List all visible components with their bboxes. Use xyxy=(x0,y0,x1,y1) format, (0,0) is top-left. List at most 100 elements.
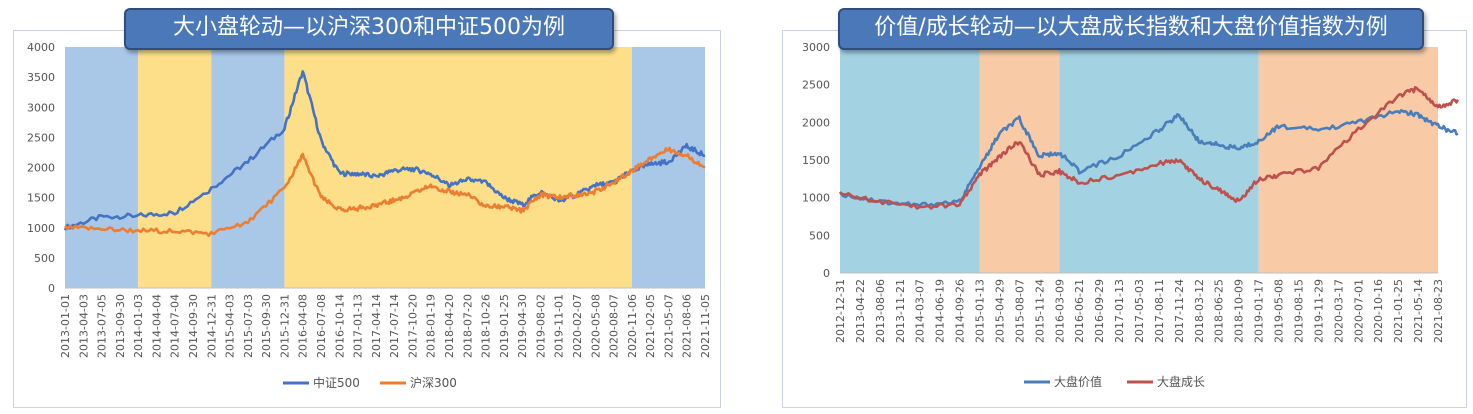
x-tick-label: 2017-10-20 xyxy=(406,294,419,358)
x-tick-label: 2014-12-31 xyxy=(205,294,218,358)
x-tick-label: 2013-07-05 xyxy=(96,294,109,358)
chart-title-size-rotation: 大小盘轮动—以沪深300和中证500为例 xyxy=(124,8,614,50)
x-tick-label: 2021-05-14 xyxy=(1412,279,1425,343)
x-tick-label: 2014-09-30 xyxy=(187,294,200,358)
x-tick-label: 2016-04-08 xyxy=(297,294,310,358)
y-tick-label: 4000 xyxy=(27,41,55,54)
x-tick-label: 2017-01-13 xyxy=(1113,279,1126,343)
y-tick-label: 3000 xyxy=(27,101,55,114)
y-tick-label: 3500 xyxy=(27,71,55,84)
x-tick-label: 2017-11-24 xyxy=(1173,279,1186,343)
legend-label: 中证500 xyxy=(313,375,360,390)
regime-band xyxy=(138,47,212,288)
x-tick-label: 2021-05-07 xyxy=(662,294,675,358)
x-tick-label: 2019-11-29 xyxy=(1312,279,1325,343)
regime-band xyxy=(979,47,1060,273)
x-tick-label: 2021-02-05 xyxy=(644,294,657,358)
x-tick-label: 2016-03-09 xyxy=(1053,279,1066,343)
x-tick-label: 2019-11-01 xyxy=(553,294,566,358)
x-tick-label: 2013-04-22 xyxy=(854,279,867,343)
x-tick-label: 2012-12-31 xyxy=(834,279,847,343)
y-tick-label: 2500 xyxy=(802,79,830,92)
y-tick-label: 2000 xyxy=(802,116,830,129)
regime-band xyxy=(1258,47,1438,273)
regime-band xyxy=(1059,47,1259,273)
x-tick-label: 2019-08-02 xyxy=(534,294,547,358)
x-tick-label: 2016-10-14 xyxy=(333,294,346,358)
y-tick-label: 500 xyxy=(809,229,830,242)
x-tick-label: 2013-04-03 xyxy=(77,294,90,358)
legend-label: 大盘价值 xyxy=(1054,374,1102,389)
x-tick-label: 2015-11-24 xyxy=(1033,279,1046,343)
x-tick-label: 2014-04-04 xyxy=(150,294,163,358)
x-tick-label: 2017-01-13 xyxy=(352,294,365,358)
legend-label: 大盘成长 xyxy=(1157,374,1205,389)
x-tick-label: 2019-05-08 xyxy=(1273,279,1286,343)
x-tick-label: 2015-12-31 xyxy=(278,294,291,358)
y-tick-label: 1500 xyxy=(27,192,55,205)
x-tick-label: 2021-11-05 xyxy=(699,294,712,358)
legend-label: 沪深300 xyxy=(410,376,457,390)
series-line-2 xyxy=(839,86,1460,210)
y-tick-label: 3000 xyxy=(802,41,830,54)
x-tick-label: 2015-04-03 xyxy=(224,294,237,358)
x-tick-label: 2020-02-07 xyxy=(571,294,584,358)
x-tick-label: 2020-05-08 xyxy=(589,294,602,358)
x-tick-label: 2015-07-03 xyxy=(242,294,255,358)
x-tick-label: 2015-01-13 xyxy=(974,279,987,343)
x-tick-label: 2014-09-26 xyxy=(954,279,967,343)
x-tick-label: 2020-07-01 xyxy=(1352,279,1365,343)
regime-band xyxy=(65,47,139,288)
x-tick-label: 2013-01-01 xyxy=(59,294,72,358)
y-tick-label: 500 xyxy=(34,252,55,265)
x-tick-label: 2013-09-30 xyxy=(114,294,127,358)
x-tick-label: 2019-08-15 xyxy=(1292,279,1305,343)
y-tick-label: 0 xyxy=(823,267,830,280)
x-tick-label: 2013-11-21 xyxy=(894,279,907,343)
x-tick-label: 2018-07-20 xyxy=(461,294,474,358)
y-tick-label: 2000 xyxy=(27,162,55,175)
x-tick-label: 2016-09-29 xyxy=(1093,279,1106,343)
x-tick-label: 2018-10-26 xyxy=(480,294,493,358)
x-tick-label: 2020-10-16 xyxy=(1372,279,1385,343)
y-tick-label: 0 xyxy=(48,282,55,295)
series-line-1 xyxy=(838,109,1459,208)
x-tick-label: 2015-08-07 xyxy=(1013,279,1026,343)
x-tick-label: 2016-07-08 xyxy=(315,294,328,358)
x-tick-label: 2015-04-29 xyxy=(993,279,1006,343)
x-tick-label: 2014-06-19 xyxy=(934,279,947,343)
x-tick-label: 2019-01-17 xyxy=(1253,279,1266,343)
regime-band xyxy=(211,47,285,288)
x-tick-label: 2017-07-14 xyxy=(388,294,401,358)
x-tick-label: 2017-04-14 xyxy=(370,294,383,358)
x-tick-label: 2021-08-06 xyxy=(681,294,694,358)
x-tick-label: 2021-08-23 xyxy=(1432,279,1445,343)
x-tick-label: 2020-11-06 xyxy=(626,294,639,358)
x-tick-label: 2013-08-06 xyxy=(874,279,887,343)
x-tick-label: 2014-03-07 xyxy=(914,279,927,343)
series-line-2 xyxy=(64,146,706,238)
x-tick-label: 2019-01-25 xyxy=(498,294,511,358)
x-tick-label: 2019-04-30 xyxy=(516,294,529,358)
regime-band xyxy=(284,47,632,288)
chart-title-style-rotation: 价值/成长轮动—以大盘成长指数和大盘价值指数为例 xyxy=(838,8,1424,50)
y-tick-label: 1000 xyxy=(27,222,55,235)
x-tick-label: 2014-01-03 xyxy=(132,294,145,358)
x-tick-label: 2016-06-21 xyxy=(1073,279,1086,343)
x-tick-label: 2017-08-11 xyxy=(1153,279,1166,343)
x-tick-label: 2018-03-12 xyxy=(1193,279,1206,343)
x-tick-label: 2015-09-30 xyxy=(260,294,273,358)
y-tick-label: 2500 xyxy=(27,131,55,144)
x-tick-label: 2020-08-07 xyxy=(608,294,621,358)
y-tick-label: 1000 xyxy=(802,192,830,205)
x-tick-label: 2014-07-04 xyxy=(169,294,182,358)
x-tick-label: 2018-06-25 xyxy=(1213,279,1226,343)
x-tick-label: 2017-05-03 xyxy=(1133,279,1146,343)
x-tick-label: 2018-10-09 xyxy=(1233,279,1246,343)
x-tick-label: 2020-03-17 xyxy=(1332,279,1345,343)
x-tick-label: 2021-01-25 xyxy=(1392,279,1405,343)
x-tick-label: 2018-01-19 xyxy=(425,294,438,358)
regime-band xyxy=(840,47,980,273)
x-tick-label: 2018-04-20 xyxy=(443,294,456,358)
